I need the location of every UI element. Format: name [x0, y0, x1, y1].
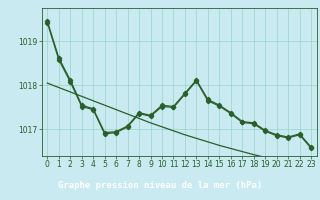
- Text: Graphe pression niveau de la mer (hPa): Graphe pression niveau de la mer (hPa): [58, 182, 262, 190]
